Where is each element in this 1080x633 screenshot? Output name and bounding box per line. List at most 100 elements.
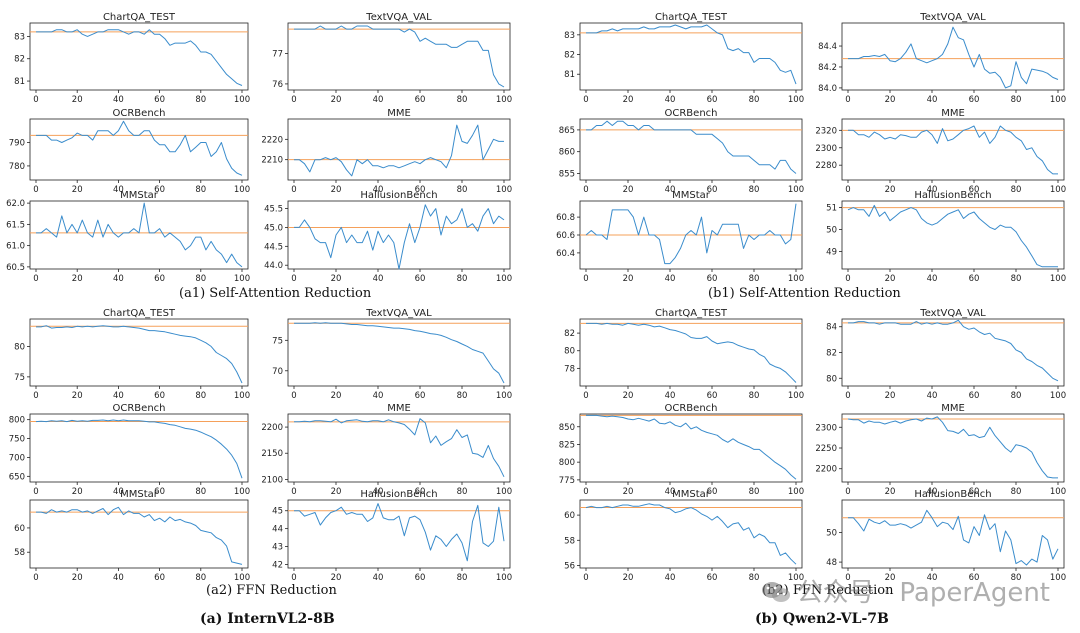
series-line — [294, 25, 505, 88]
x-tick-label: 60 — [154, 274, 165, 284]
y-tick-label: 43 — [272, 543, 283, 553]
y-tick-label: 82 — [826, 349, 837, 359]
chart-title: HallusionBench — [360, 489, 437, 500]
x-tick-label: 40 — [665, 185, 676, 195]
y-tick-label: 2200 — [815, 465, 837, 475]
x-tick-label: 100 — [1050, 573, 1066, 583]
chart-b1-3: MME 0 20 40 60 80 100 2280 2300 2320 — [815, 108, 1066, 195]
series-line — [585, 503, 797, 565]
plot-frame — [579, 499, 803, 569]
x-tick-label: 60 — [969, 573, 980, 583]
y-tick-label: 60.4 — [556, 249, 575, 259]
y-tick-label: 800 — [559, 458, 575, 468]
watermark: 公众号 · PaperAgent — [761, 572, 1050, 609]
x-tick-label: 20 — [72, 95, 83, 105]
series-line — [848, 319, 1059, 382]
y-tick-label: 60 — [14, 524, 25, 534]
x-tick-label: 0 — [583, 573, 588, 583]
series-line — [586, 322, 797, 383]
x-tick-label: 40 — [927, 487, 938, 497]
y-tick-label: 81 — [14, 77, 25, 87]
caption-a1: (a1) Self-Attention Reduction — [179, 286, 372, 301]
chart-a1-2: OCRBench 0 20 40 60 80 100 780 790 — [9, 108, 250, 195]
y-tick-label: 42 — [272, 560, 283, 570]
x-tick-label: 40 — [373, 274, 384, 284]
x-tick-label: 0 — [33, 487, 38, 497]
x-tick-label: 80 — [1011, 573, 1022, 583]
x-tick-label: 0 — [845, 391, 850, 401]
series-line — [36, 325, 243, 384]
x-tick-label: 80 — [749, 274, 760, 284]
y-tick-label: 700 — [9, 453, 25, 463]
chart-a1-3: MME 0 20 40 60 80 100 2210 2220 — [261, 108, 512, 195]
x-tick-label: 80 — [195, 95, 206, 105]
x-tick-label: 20 — [885, 274, 896, 284]
y-tick-label: 865 — [559, 126, 575, 136]
chart-title: HallusionBench — [914, 489, 991, 500]
series-line — [36, 202, 243, 268]
x-tick-label: 80 — [195, 274, 206, 284]
x-tick-label: 80 — [457, 573, 468, 583]
chart-title: ChartQA_TEST — [103, 12, 176, 23]
y-tick-label: 82 — [564, 51, 575, 61]
x-tick-label: 20 — [623, 185, 634, 195]
x-tick-label: 60 — [969, 391, 980, 401]
x-tick-label: 100 — [234, 487, 250, 497]
x-tick-label: 40 — [373, 573, 384, 583]
chart-title: MMStar — [672, 190, 711, 201]
x-tick-label: 20 — [331, 573, 342, 583]
x-tick-label: 0 — [583, 391, 588, 401]
y-tick-label: 60.6 — [556, 231, 575, 241]
x-tick-label: 80 — [457, 274, 468, 284]
x-tick-label: 40 — [927, 274, 938, 284]
chart-a2-2: OCRBench 0 20 40 60 80 100 650 700 750 800 — [9, 403, 250, 497]
plot-frame — [841, 413, 1065, 483]
x-tick-label: 100 — [234, 185, 250, 195]
y-tick-label: 58 — [564, 536, 575, 546]
x-tick-label: 100 — [788, 391, 804, 401]
plot-frame — [579, 318, 803, 387]
caption-a: (a) InternVL2-8B — [200, 611, 335, 627]
x-tick-label: 80 — [1011, 274, 1022, 284]
y-tick-label: 44.5 — [264, 242, 283, 252]
chart-b1-0: ChartQA_TEST 0 20 40 60 80 100 81 82 83 — [564, 12, 804, 105]
x-tick-label: 0 — [291, 391, 296, 401]
plot-frame — [841, 499, 1065, 569]
x-tick-label: 60 — [415, 487, 426, 497]
y-tick-label: 800 — [9, 416, 25, 426]
chart-a1-1: TextVQA_VAL 0 20 40 60 80 100 76 77 — [272, 12, 512, 105]
chart-title: TextVQA_VAL — [919, 12, 986, 23]
y-tick-label: 2300 — [815, 423, 837, 433]
chart-b1-4: MMStar 0 20 40 60 80 100 60.4 60.6 60.8 — [556, 190, 804, 284]
chart-a2-1: TextVQA_VAL 0 20 40 60 80 100 70 75 — [272, 308, 512, 401]
y-tick-label: 83 — [564, 31, 575, 41]
x-tick-label: 20 — [72, 274, 83, 284]
y-tick-label: 78 — [564, 364, 575, 374]
chart-b2-2: OCRBench 0 20 40 60 80 100 775 800 825 850 — [559, 403, 804, 497]
x-tick-label: 0 — [583, 185, 588, 195]
plot-frame — [29, 413, 249, 483]
x-tick-label: 100 — [234, 274, 250, 284]
y-tick-label: 2250 — [815, 444, 837, 454]
chart-title: OCRBench — [113, 108, 166, 119]
x-tick-label: 0 — [583, 487, 588, 497]
series-line — [848, 26, 1059, 89]
y-tick-label: 2320 — [815, 126, 837, 136]
y-tick-label: 61.0 — [6, 242, 25, 252]
plot-frame — [579, 413, 803, 483]
y-tick-label: 56 — [564, 561, 575, 571]
series-line — [848, 125, 1058, 175]
series-line — [36, 29, 243, 86]
chart-title: MME — [387, 108, 411, 119]
x-tick-label: 40 — [665, 95, 676, 105]
x-tick-label: 80 — [1011, 95, 1022, 105]
y-tick-label: 61.5 — [6, 220, 25, 230]
y-tick-label: 825 — [559, 440, 575, 450]
chart-b2-3: MME 0 20 40 60 80 100 2200 2250 2300 — [815, 403, 1066, 497]
x-tick-label: 20 — [331, 95, 342, 105]
x-tick-label: 0 — [291, 573, 296, 583]
chart-title: ChartQA_TEST — [103, 308, 176, 319]
x-tick-label: 40 — [927, 185, 938, 195]
y-tick-label: 2150 — [261, 449, 283, 459]
x-tick-label: 40 — [373, 95, 384, 105]
